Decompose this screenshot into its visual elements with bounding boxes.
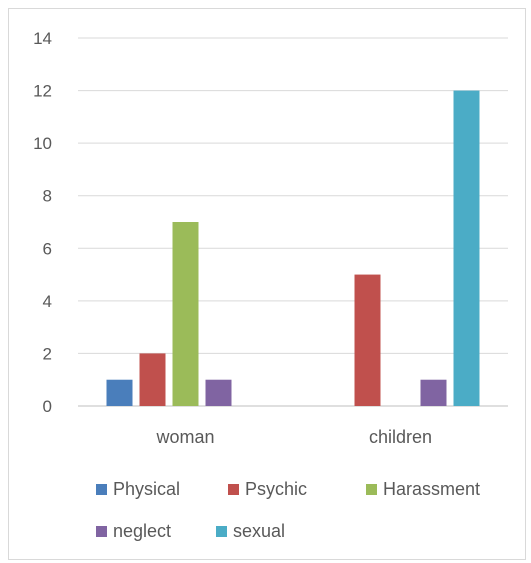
legend-label-harassment: Harassment [383,478,481,499]
y-tick-label: 0 [43,397,52,416]
legend-label-neglect: neglect [113,520,172,541]
legend-row: Physical Psychic Harassment [96,478,516,500]
x-category-label: woman [155,427,214,447]
bar-physical-woman [106,379,133,406]
x-category-label: children [369,427,432,447]
legend-swatch-sexual [216,525,227,537]
y-tick-label: 14 [33,29,52,48]
bars [106,90,480,407]
legend-swatch-harassment [366,483,377,495]
bar-harassment-woman [172,222,199,406]
bar-psychic-children [354,274,381,406]
legend-item-sexual: sexual [216,520,285,542]
legend-swatch-neglect [96,525,107,537]
y-tick-label: 6 [43,239,52,258]
y-tick-label: 2 [43,344,52,363]
y-tick-label: 12 [33,82,52,101]
chart-frame [8,8,526,560]
bar-psychic-woman [139,353,166,406]
legend-label-physical: Physical [113,478,181,499]
bar-neglect-children [420,379,447,406]
bar-sexual-children [453,90,480,407]
legend-swatch-psychic [228,483,239,495]
legend: Physical Psychic Harassment neglect sexu… [96,478,516,562]
legend-item-neglect: neglect [96,520,216,542]
y-axis-ticks: 0 2 4 6 8 10 12 14 [33,29,52,416]
y-tick-label: 10 [33,134,52,153]
legend-item-harassment: Harassment [366,478,480,500]
x-axis-categories: woman children [155,427,432,447]
legend-swatch-physical [96,483,107,495]
y-tick-label: 4 [43,292,52,311]
legend-row: neglect sexual [96,520,516,542]
legend-label-psychic: Psychic [245,478,308,499]
bar-neglect-woman [205,379,232,406]
bar-chart: 0 2 4 6 8 10 12 14 woman children [33,29,508,447]
legend-label-sexual: sexual [233,520,286,541]
legend-item-physical: Physical [96,478,228,500]
y-tick-label: 8 [43,187,52,206]
gridlines [78,37,508,407]
legend-item-psychic: Psychic [228,478,366,500]
